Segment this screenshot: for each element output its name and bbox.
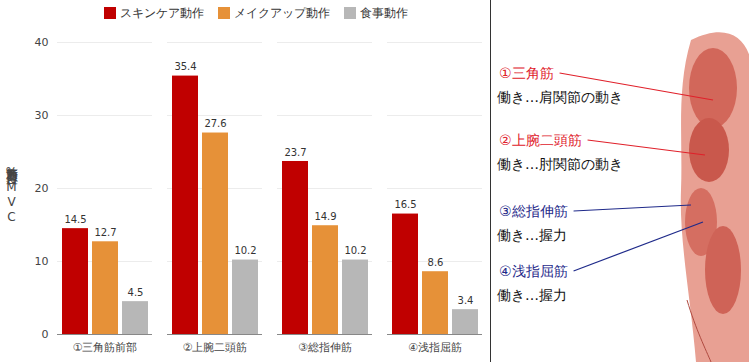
svg-text:10: 10 <box>35 255 49 268</box>
svg-text:27.6: 27.6 <box>204 118 226 129</box>
svg-text:③総指伸筋: ③総指伸筋 <box>499 203 568 219</box>
svg-text:35.4: 35.4 <box>174 61 196 72</box>
svg-text:12.7: 12.7 <box>94 227 116 238</box>
svg-text:①三角筋前部: ①三角筋前部 <box>73 341 138 354</box>
svg-text:14.9: 14.9 <box>314 211 336 222</box>
svg-text:④浅指屈筋: ④浅指屈筋 <box>499 263 568 279</box>
svg-text:②上腕二頭筋: ②上腕二頭筋 <box>183 341 248 354</box>
svg-text:3.4: 3.4 <box>458 295 474 306</box>
svg-text:①三角筋: ①三角筋 <box>499 65 554 81</box>
html-text:スキンケア動作: スキンケア動作 <box>120 5 204 20</box>
svg-text:23.7: 23.7 <box>284 147 306 158</box>
svg-text:40: 40 <box>35 36 49 49</box>
svg-text:0: 0 <box>42 328 49 341</box>
svg-text:④浅指屈筋: ④浅指屈筋 <box>408 341 462 354</box>
svg-text:働き…握力: 働き…握力 <box>497 227 567 243</box>
svg-text:20: 20 <box>35 182 49 195</box>
html-text:食事動作: 食事動作 <box>360 5 408 20</box>
svg-text:10.2: 10.2 <box>234 245 256 256</box>
svg-text:働き…握力: 働き…握力 <box>497 287 567 303</box>
svg-text:30: 30 <box>35 109 49 122</box>
svg-text:働き…肩関節の動き: 働き…肩関節の動き <box>497 89 623 105</box>
html-text:メイクアップ動作: メイクアップ動作 <box>234 5 330 20</box>
html-text:筋力負荷度合ー%MVC: 筋力負荷度合ー%MVC <box>4 157 19 225</box>
svg-text:8.6: 8.6 <box>428 257 444 268</box>
svg-text:14.5: 14.5 <box>64 214 86 225</box>
svg-text:②上腕二頭筋: ②上腕二頭筋 <box>499 132 582 148</box>
svg-text:16.5: 16.5 <box>394 199 416 210</box>
svg-text:4.5: 4.5 <box>128 287 144 298</box>
svg-text:働き…肘関節の動き: 働き…肘関節の動き <box>497 156 623 172</box>
svg-text:③総指伸筋: ③総指伸筋 <box>298 341 352 354</box>
svg-text:10.2: 10.2 <box>344 245 366 256</box>
